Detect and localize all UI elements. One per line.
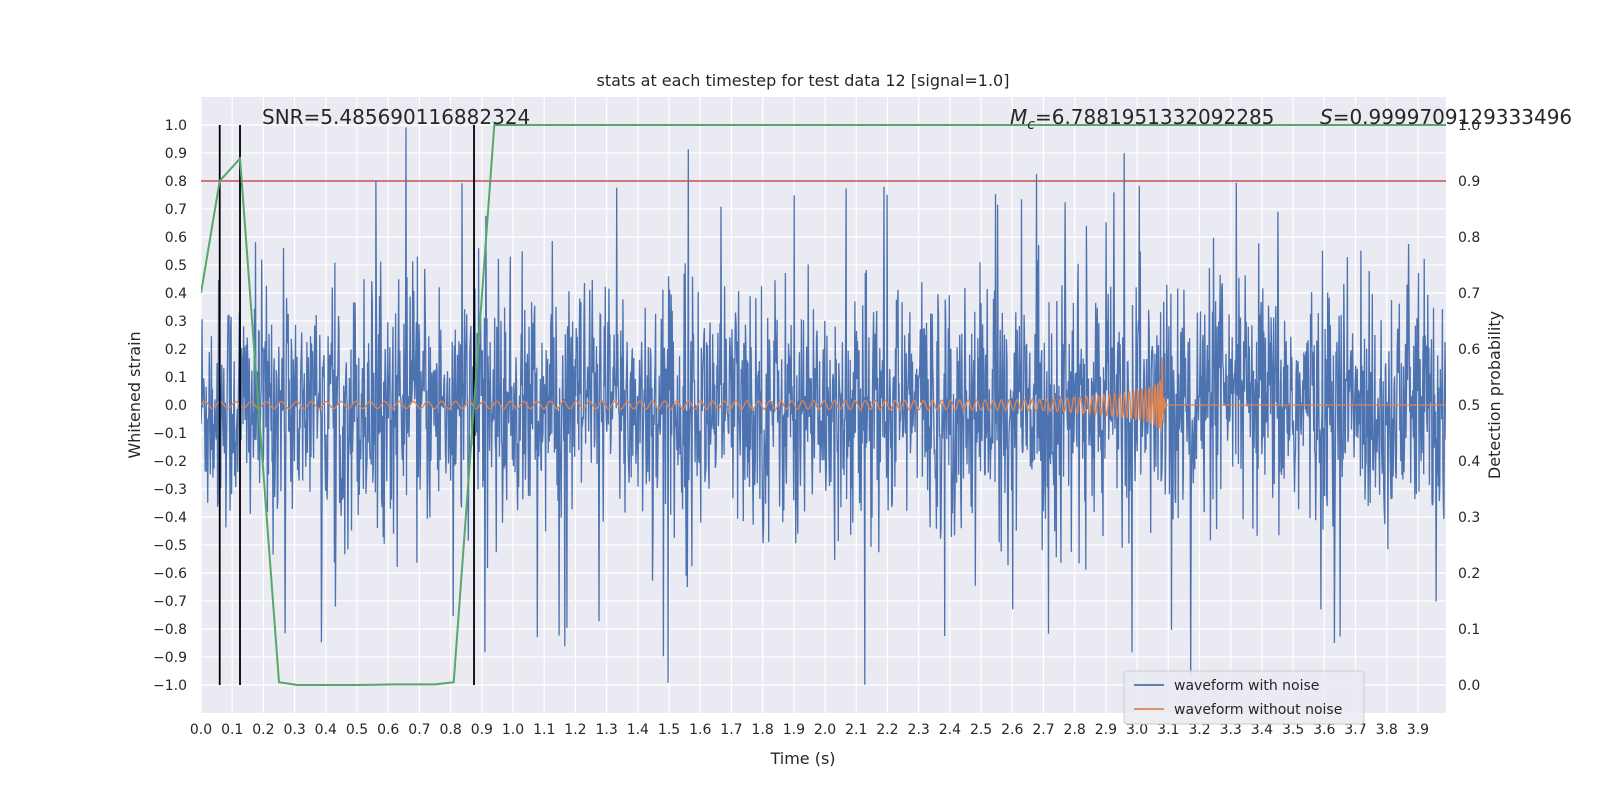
y-tick-label-left: 0.8 [165,174,187,190]
x-tick-label: 0.3 [283,722,305,738]
s-symbol: S [1320,105,1333,129]
y-tick-label-left: −0.7 [153,594,187,610]
legend: waveform with noise waveform without noi… [1123,670,1365,725]
snr-annotation: SNR=5.485690116882324 [262,105,530,129]
x-tick-label: 3.5 [1282,722,1304,738]
y-tick-labels-left: 1.0 0.9 0.8 0.7 0.6 0.5 0.4 0.3 0.2 0.1 0.0 −0.1 −0.… [153,118,187,694]
x-tick-label: 2.4 [939,722,961,738]
y-tick-label-left: −0.6 [153,566,187,582]
y-tick-label-left: 0.6 [165,230,187,246]
s-value: =0.9999709129333496 [1333,105,1572,129]
chart-title: stats at each timestep for test data 12 … [597,71,1010,90]
y-tick-label-left: −0.3 [153,482,187,498]
x-tick-label: 0.5 [346,722,368,738]
x-tick-label: 1.3 [596,722,618,738]
x-tick-label: 3.8 [1376,722,1398,738]
y-tick-label-left: 0.5 [165,258,187,274]
y-tick-label-left: 0.4 [165,286,187,302]
x-tick-label: 3.7 [1344,722,1366,738]
y-tick-label-right: 0.2 [1458,566,1480,582]
y-tick-label-right: 0.0 [1458,678,1480,694]
x-tick-label: 0.0 [190,722,212,738]
y-axis-label-left: Whitened strain [125,331,144,458]
x-axis-label: Time (s) [769,749,835,768]
x-tick-label: 1.1 [533,722,555,738]
y-axis-label-right: Detection probability [1485,311,1504,479]
x-tick-label: 3.2 [1188,722,1210,738]
y-tick-label-left: 0.2 [165,342,187,358]
y-tick-label-right: 0.9 [1458,174,1480,190]
y-tick-label-left: 1.0 [165,118,187,134]
series-waveform-without-noise [201,357,1446,432]
x-tick-label: 0.1 [221,722,243,738]
legend-box [1123,670,1365,725]
y-tick-label-right: 0.7 [1458,286,1480,302]
y-tick-label-left: 0.9 [165,146,187,162]
x-tick-label: 2.6 [1001,722,1023,738]
y-tick-label-left: 0.3 [165,314,187,330]
x-tick-label: 1.9 [783,722,805,738]
x-tick-label: 3.1 [1157,722,1179,738]
x-tick-label: 3.6 [1313,722,1335,738]
x-tick-label: 2.3 [908,722,930,738]
x-tick-label: 0.9 [471,722,493,738]
x-tick-label: 1.8 [752,722,774,738]
y-tick-labels-right: 1.0 0.9 0.8 0.7 0.6 0.5 0.4 0.3 0.2 0.1 0.0 [1458,118,1480,694]
x-tick-label: 0.7 [408,722,430,738]
x-tick-label: 3.0 [1126,722,1148,738]
y-tick-label-right: 0.4 [1458,454,1480,470]
x-tick-label: 1.4 [627,722,649,738]
x-tick-label: 3.4 [1251,722,1273,738]
x-tick-label: 2.2 [876,722,898,738]
y-tick-label-right: 0.8 [1458,230,1480,246]
x-tick-label: 1.5 [658,722,680,738]
x-tick-label: 1.0 [502,722,524,738]
y-tick-label-left: −1.0 [153,678,187,694]
series-waveform-with-noise [201,127,1446,685]
s-annotation: S=0.9999709129333496 [1320,105,1572,129]
y-tick-label-left: 0.1 [165,370,187,386]
x-tick-label: 2.8 [1064,722,1086,738]
x-tick-label: 3.9 [1407,722,1429,738]
x-tick-label: 1.2 [564,722,586,738]
x-tick-label: 3.3 [1220,722,1242,738]
x-tick-label: 0.2 [252,722,274,738]
y-tick-label-left: −0.9 [153,650,187,666]
y-tick-label-left: −0.1 [153,426,187,442]
y-tick-label-right: 0.3 [1458,510,1480,526]
chirp-mass-subscript: c [1027,117,1035,133]
legend-label-clean: waveform without noise [1174,702,1342,718]
y-tick-label-right: 0.5 [1458,398,1480,414]
y-tick-label-left: 0.0 [165,398,187,414]
legend-label-noise: waveform with noise [1174,678,1319,694]
x-tick-label: 2.5 [970,722,992,738]
x-tick-label: 2.1 [845,722,867,738]
series-detection-probability [201,124,1446,686]
y-tick-label-left: −0.5 [153,538,187,554]
y-tick-label-right: 0.1 [1458,622,1480,638]
x-tick-label: 2.9 [1095,722,1117,738]
x-tick-label: 0.4 [315,722,337,738]
chirp-mass-symbol: M [1010,105,1027,129]
y-tick-label-right: 0.6 [1458,342,1480,358]
y-tick-label-left: −0.8 [153,622,187,638]
x-tick-labels: 0.0 0.1 0.2 0.3 0.4 0.5 0.6 0.7 0.8 0.9 1.0 1.1 1.2 1… [190,722,1429,738]
x-tick-label: 1.6 [689,722,711,738]
x-tick-label: 0.6 [377,722,399,738]
y-tick-label-left: −0.4 [153,510,187,526]
y-tick-label-left: 0.7 [165,202,187,218]
y-tick-label-right: 1.0 [1458,118,1480,134]
chirp-mass-annotation: Mc=6.7881951332092285 [1010,105,1274,133]
x-tick-label: 1.7 [720,722,742,738]
x-tick-label: 0.8 [439,722,461,738]
x-tick-label: 2.0 [814,722,836,738]
x-tick-label: 2.7 [1032,722,1054,738]
chirp-mass-value: =6.7881951332092285 [1035,105,1274,129]
y-tick-label-left: −0.2 [153,454,187,470]
